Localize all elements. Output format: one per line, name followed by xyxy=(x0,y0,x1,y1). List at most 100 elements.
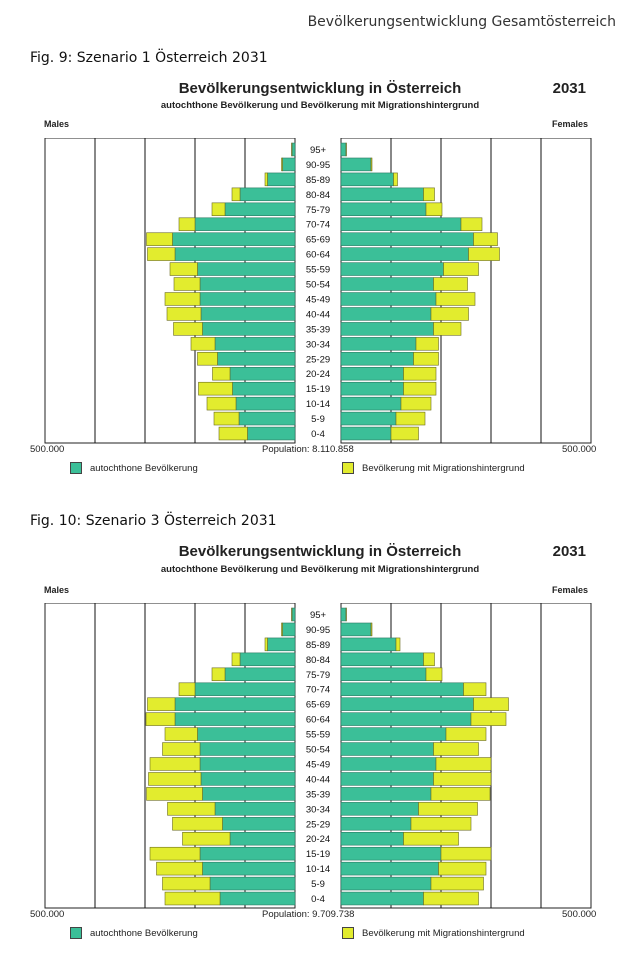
bar-female-native xyxy=(340,876,432,891)
bar-female-migration xyxy=(460,217,483,231)
bar-male-native xyxy=(172,232,296,246)
axis-right-label: 500.000 xyxy=(562,444,597,455)
bar-female-native xyxy=(340,607,347,622)
bar-female-migration xyxy=(410,817,472,831)
bar-female-native xyxy=(340,217,462,231)
bar-female-migration xyxy=(425,667,443,682)
bar-male-migration xyxy=(178,217,196,231)
bar-male-native xyxy=(199,742,296,756)
bar-male-migration xyxy=(173,322,203,336)
age-group-label: 10-14 xyxy=(306,864,330,875)
bar-male-native xyxy=(174,712,296,726)
age-group-label: 90-95 xyxy=(306,160,330,171)
age-group-label: 40-44 xyxy=(306,309,330,320)
bar-male-native xyxy=(232,381,296,396)
bar-male-migration xyxy=(173,277,201,291)
bar-female-migration xyxy=(440,846,492,861)
bar-female-migration xyxy=(370,622,373,637)
bar-male-migration xyxy=(291,142,293,157)
bar-female-native xyxy=(340,742,434,756)
bar-female-native xyxy=(340,322,434,336)
bar-female-migration xyxy=(423,891,479,906)
bar-female-native xyxy=(340,411,397,426)
age-group-label: 75-79 xyxy=(306,205,330,216)
bar-female-native xyxy=(340,787,432,801)
legend-migration: Bevölkerung mit Migrationshintergrund xyxy=(342,462,525,474)
bar-female-native xyxy=(340,396,402,411)
bar-male-native xyxy=(239,652,296,667)
population-pyramid-1: 95+ 90-95 85-89 80-84 75-79 70-74 65-69 60-64 55… xyxy=(44,138,592,444)
bar-female-native xyxy=(340,381,404,396)
bar-female-native xyxy=(340,772,434,786)
bar-female-native xyxy=(340,712,472,726)
bar-female-migration xyxy=(370,157,373,172)
legend-swatch-migration xyxy=(342,462,354,474)
bar-female-native xyxy=(340,247,469,261)
bar-male-native xyxy=(217,352,296,366)
bar-male-native xyxy=(199,757,296,771)
bar-female-native xyxy=(340,831,404,846)
legend-native-label: autochthone Bevölkerung xyxy=(90,927,198,939)
bar-male-migration xyxy=(281,157,283,172)
age-group-label: 25-29 xyxy=(306,354,330,365)
legend-swatch-migration xyxy=(342,927,354,939)
bar-male-native xyxy=(209,876,296,891)
bar-female-native xyxy=(340,157,372,172)
bar-female-migration xyxy=(435,757,492,771)
figure-caption: Fig. 10: Szenario 3 Österreich 2031 xyxy=(30,513,277,529)
bar-male-native xyxy=(197,262,296,276)
age-group-label: 10-14 xyxy=(306,399,330,410)
bar-male-migration xyxy=(182,831,231,846)
bar-female-native xyxy=(340,622,372,637)
bar-male-migration xyxy=(264,172,268,187)
bar-female-native xyxy=(340,352,414,366)
age-group-label: 80-84 xyxy=(306,190,330,201)
age-group-label: 60-64 xyxy=(306,715,330,726)
bar-female-native xyxy=(340,757,437,771)
bar-female-migration xyxy=(430,787,491,801)
bar-male-native xyxy=(202,322,296,336)
age-group-label: 65-69 xyxy=(306,700,330,711)
bar-female-native xyxy=(340,637,397,652)
age-group-label: 20-24 xyxy=(306,369,330,380)
bar-male-native xyxy=(174,247,296,261)
age-group-label: 5-9 xyxy=(311,414,325,425)
age-group-label: 35-39 xyxy=(306,324,330,335)
bar-male-native xyxy=(267,637,296,652)
bar-male-native xyxy=(199,846,296,861)
age-group-label: 70-74 xyxy=(306,685,330,696)
age-group-label: 85-89 xyxy=(306,640,330,651)
bar-male-native xyxy=(197,727,296,741)
legend-migration-label: Bevölkerung mit Migrationshintergrund xyxy=(362,462,525,474)
age-group-label: 55-59 xyxy=(306,265,330,276)
bar-male-migration xyxy=(164,727,198,741)
age-group-label: 0-4 xyxy=(311,429,325,440)
bar-male-migration xyxy=(156,861,203,876)
bar-male-migration xyxy=(291,607,293,622)
bar-female-migration xyxy=(470,712,507,726)
age-group-label: 25-29 xyxy=(306,819,330,830)
bar-male-migration xyxy=(162,742,201,756)
chart-subtitle: autochthone Bevölkerung und Bevölkerung … xyxy=(160,564,480,575)
bar-male-migration xyxy=(167,802,216,816)
age-group-label: 45-49 xyxy=(306,294,330,305)
bar-male-native xyxy=(229,366,296,381)
age-group-label: 30-34 xyxy=(306,804,330,815)
bar-female-native xyxy=(340,262,444,276)
bar-female-migration xyxy=(435,292,476,306)
bar-female-migration xyxy=(430,876,484,891)
legend-native: autochthone Bevölkerung xyxy=(70,462,198,474)
bar-female-migration xyxy=(418,802,478,816)
bar-female-native xyxy=(340,172,394,187)
bar-female-native xyxy=(340,202,427,217)
age-group-label: 45-49 xyxy=(306,759,330,770)
age-group-label: 85-89 xyxy=(306,175,330,186)
bar-male-migration xyxy=(211,202,226,217)
bar-female-migration xyxy=(403,381,437,396)
bar-female-migration xyxy=(395,411,426,426)
bar-male-migration xyxy=(149,846,201,861)
bar-male-native xyxy=(214,802,296,816)
bar-female-migration xyxy=(473,232,498,246)
bar-female-native xyxy=(340,652,424,667)
figure-caption: Fig. 9: Szenario 1 Österreich 2031 xyxy=(30,50,268,66)
